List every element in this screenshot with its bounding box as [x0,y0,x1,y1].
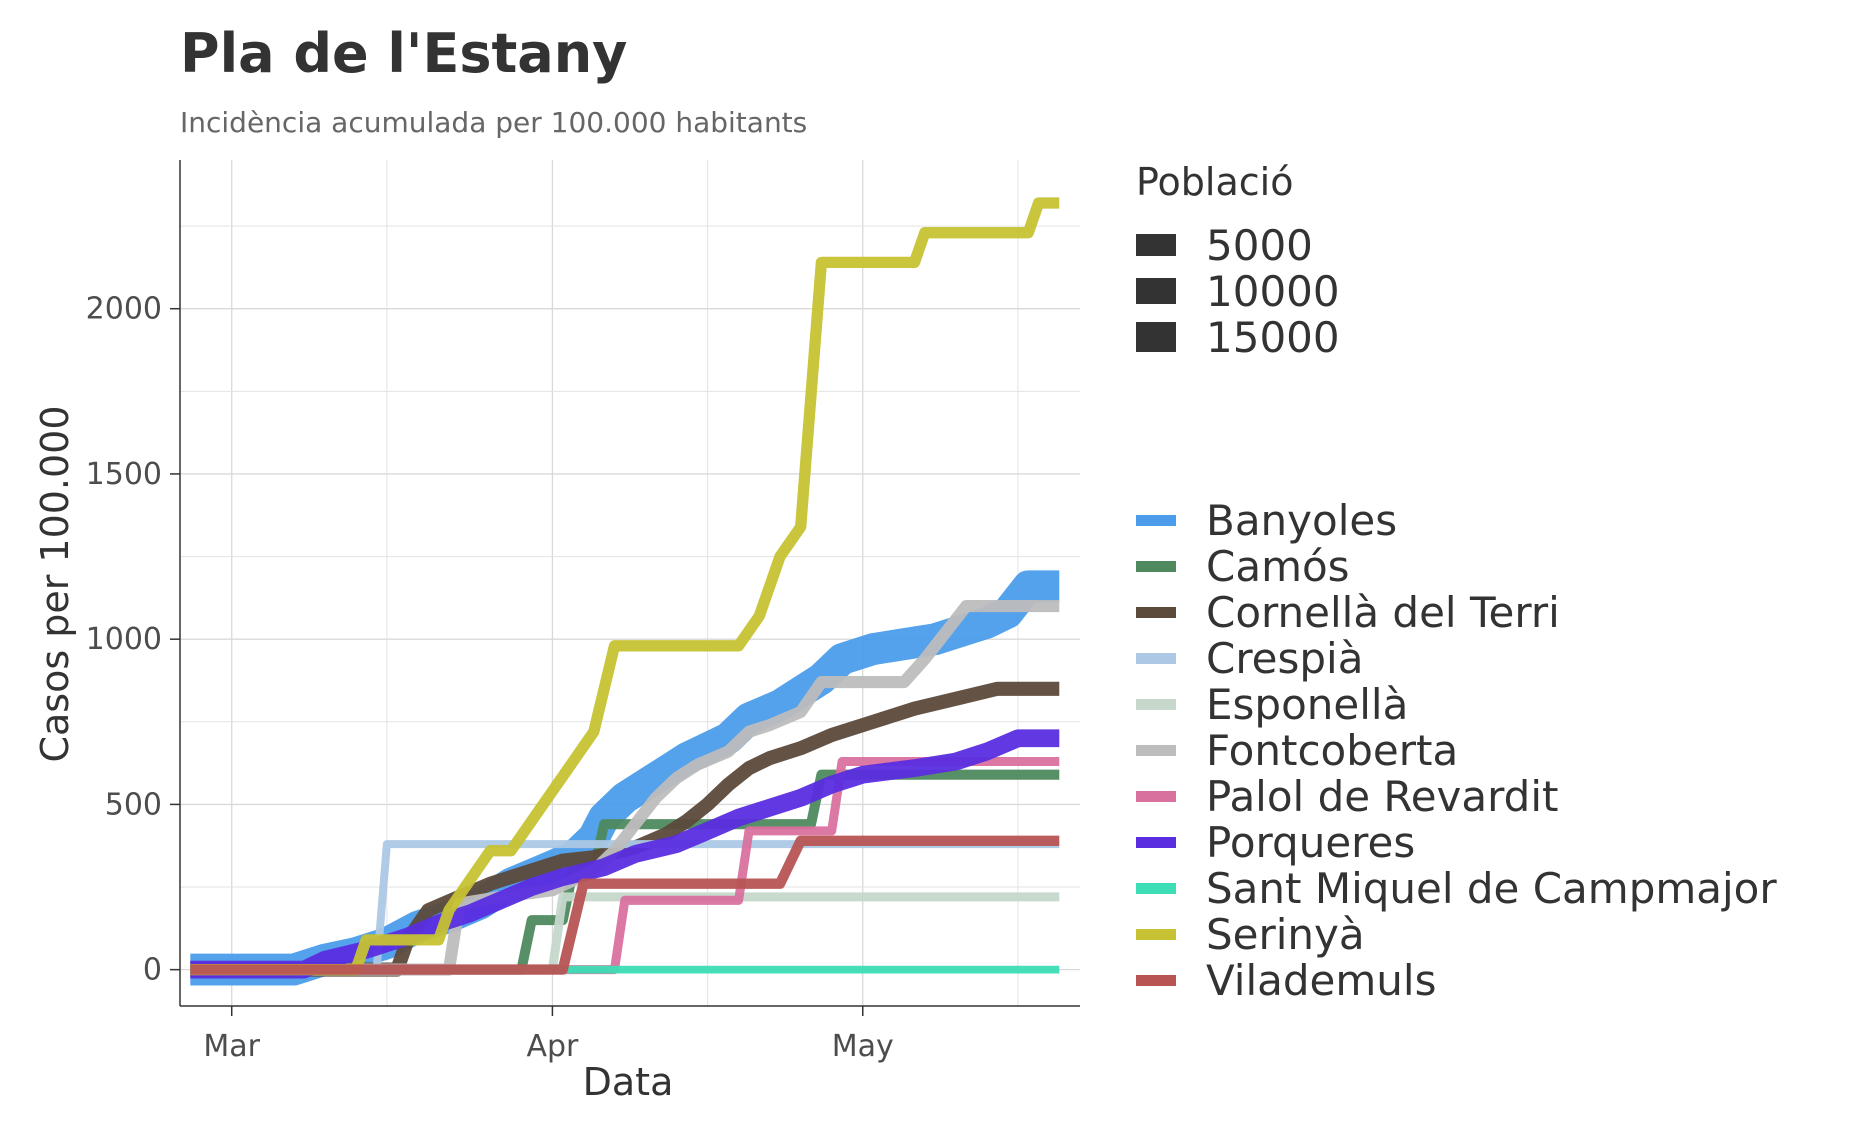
series-line-serinya [190,197,1060,976]
legend-swatch [1136,606,1176,618]
x-axis-title: Data [583,1060,674,1104]
size-legend-item: 5000 [1136,220,1340,270]
size-legend-label: 5000 [1206,220,1313,270]
y-tick-label: 500 [105,787,162,822]
axes [179,160,1080,1007]
x-tick-label: Mar [203,1029,260,1064]
size-legend-title: Població [1136,160,1294,204]
legend-swatch [1136,744,1176,756]
legend-item: Banyoles [1136,495,1777,545]
size-legend-label: 15000 [1206,312,1340,362]
legend-label: Esponellà [1206,679,1409,729]
size-legend-key [1136,278,1176,304]
legend-swatch [1136,790,1176,802]
x-tick-label: May [832,1029,894,1064]
legend-item: Camós [1136,541,1777,591]
y-tick-label: 2000 [86,292,162,327]
legend-label: Fontcoberta [1206,725,1459,775]
legend-item: Palol de Revardit [1136,771,1777,821]
legend-label: Sant Miquel de Campmajor [1206,863,1777,913]
legend-swatch [1136,698,1176,710]
legend-item: Fontcoberta [1136,725,1777,775]
legend-swatch [1136,514,1176,526]
legend-item: Serinyà [1136,909,1777,959]
legend-item: Porqueres [1136,817,1777,867]
legend-swatch [1136,974,1176,986]
series-line-porqueres [190,729,1060,979]
x-tick-label: Apr [526,1029,579,1064]
size-legend-label: 10000 [1206,266,1340,316]
ticks: Mar Apr May 0 500 1000 1500 2000 [86,292,894,1064]
legend-item: Crespià [1136,633,1777,683]
chart-subtitle: Incidència acumulada per 100.000 habitan… [180,106,808,139]
legend-label: Cornellà del Terri [1206,587,1560,637]
y-tick-label: 1500 [86,457,162,492]
series-legend: Banyoles Camós Cornellà del Terri Crespià Es… [1136,495,1777,1005]
size-legend-item: 10000 [1136,266,1340,316]
legend-label: Banyoles [1206,495,1398,545]
legend-item: Sant Miquel de Campmajor [1136,863,1777,913]
legend-label: Crespià [1206,633,1364,683]
legend-label: Porqueres [1206,817,1416,867]
series-line-vilademuls [190,835,1060,975]
legend-label: Palol de Revardit [1206,771,1559,821]
legend-item: Cornellà del Terri [1136,587,1777,637]
size-legend: 5000 10000 15000 [1136,220,1340,362]
legend-label: Vilademuls [1206,955,1437,1005]
size-legend-item: 15000 [1136,312,1340,362]
legend-swatch [1136,560,1176,572]
chart-title: Pla de l'Estany [180,22,628,85]
legend-label: Serinyà [1206,909,1365,959]
size-legend-key [1136,234,1176,256]
legend-swatch [1136,928,1176,940]
legend-swatch [1136,882,1176,894]
y-tick-label: 1000 [86,622,162,657]
legend-swatch [1136,652,1176,664]
legend-label: Camós [1206,541,1350,591]
series-lines [190,197,1060,986]
size-legend-key [1136,322,1176,352]
legend-item: Vilademuls [1136,955,1777,1005]
legend-item: Esponellà [1136,679,1777,729]
legend-swatch [1136,836,1176,848]
y-tick-label: 0 [143,953,162,988]
y-axis-title: Casos per 100.000 [33,405,77,762]
